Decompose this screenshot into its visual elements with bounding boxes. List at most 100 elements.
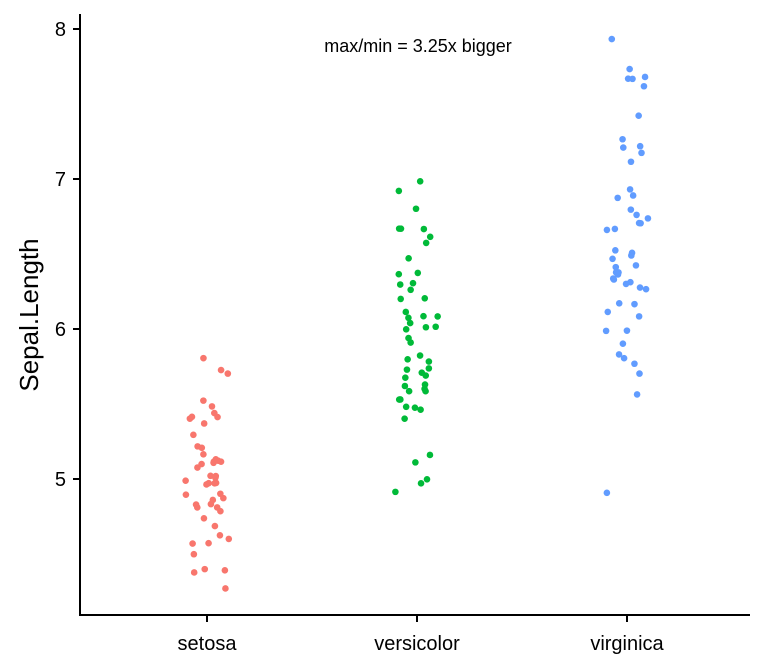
point-setosa: [217, 507, 224, 515]
point-virginica: [615, 351, 623, 358]
point-versicolor: [417, 406, 424, 413]
point-setosa: [207, 500, 215, 508]
point-versicolor: [422, 387, 429, 395]
point-setosa: [201, 565, 209, 573]
point-versicolor: [422, 239, 430, 247]
point-setosa: [211, 480, 218, 487]
point-versicolor: [395, 187, 403, 195]
point-virginica: [627, 158, 635, 166]
point-setosa: [200, 514, 208, 522]
point-setosa: [212, 472, 220, 480]
point-versicolor: [411, 404, 419, 411]
point-versicolor: [425, 365, 433, 372]
point-setosa: [217, 366, 225, 374]
point-versicolor: [403, 366, 411, 373]
point-virginica: [602, 327, 610, 335]
point-virginica: [626, 186, 634, 193]
point-setosa: [217, 458, 225, 465]
point-versicolor: [421, 295, 429, 302]
point-setosa: [211, 522, 219, 530]
point-virginica: [615, 299, 623, 307]
point-virginica: [632, 262, 640, 269]
point-setosa: [203, 481, 210, 488]
point-versicolor: [434, 313, 441, 320]
point-virginica: [633, 391, 641, 398]
point-versicolor: [407, 339, 414, 346]
annotation: max/min = 3.25x bigger: [324, 36, 512, 56]
point-setosa: [190, 569, 198, 576]
point-versicolor: [417, 480, 425, 487]
x-ticks: setosa versicolor virginica: [178, 615, 665, 655]
point-setosa: [222, 585, 229, 592]
point-virginica: [612, 263, 620, 271]
point-versicolor: [405, 387, 413, 395]
point-virginica: [629, 192, 637, 199]
point-virginica: [638, 149, 645, 157]
point-virginica: [623, 327, 631, 334]
point-setosa: [190, 550, 198, 558]
point-setosa: [200, 354, 207, 362]
point-setosa: [194, 443, 201, 450]
point-virginica: [608, 35, 616, 43]
point-versicolor: [397, 295, 405, 303]
point-virginica: [633, 211, 640, 219]
point-virginica: [614, 194, 621, 202]
point-virginica: [609, 255, 616, 263]
point-virginica: [636, 142, 644, 150]
point-versicolor: [416, 178, 424, 185]
point-setosa: [205, 539, 212, 547]
point-versicolor: [422, 323, 430, 331]
point-setosa: [200, 420, 208, 427]
point-versicolor: [405, 314, 412, 322]
point-virginica: [620, 354, 628, 362]
point-virginica: [619, 135, 626, 143]
point-versicolor: [401, 415, 408, 422]
point-virginica: [603, 226, 611, 234]
point-virginica: [631, 360, 638, 368]
point-versicolor: [407, 286, 414, 294]
point-setosa: [211, 409, 218, 417]
y-tick-label: 7: [55, 169, 66, 191]
point-setosa: [182, 477, 189, 484]
point-versicolor: [409, 279, 417, 287]
point-virginica: [635, 112, 642, 120]
y-tick-label: 5: [55, 469, 66, 491]
point-setosa: [190, 431, 197, 439]
point-virginica: [635, 219, 643, 227]
point-versicolor: [392, 488, 399, 496]
point-versicolor: [397, 396, 404, 403]
point-versicolor: [402, 326, 410, 333]
y-tick-label: 8: [55, 19, 66, 41]
point-versicolor: [432, 323, 439, 331]
point-virginica: [619, 144, 627, 151]
point-virginica: [644, 215, 652, 222]
y-ticks: 5 6 7 8: [55, 19, 80, 491]
point-versicolor: [420, 312, 427, 320]
point-versicolor: [402, 374, 409, 381]
point-versicolor: [421, 381, 429, 388]
point-versicolor: [402, 308, 410, 316]
point-setosa: [200, 451, 207, 458]
point-setosa: [210, 459, 217, 467]
point-virginica: [636, 370, 643, 377]
point-versicolor: [414, 269, 422, 277]
point-virginica: [628, 252, 635, 259]
point-setosa: [224, 370, 232, 377]
point-setosa: [217, 490, 224, 498]
point-versicolor: [395, 270, 403, 278]
x-tick-label-virginica: virginica: [590, 633, 664, 655]
point-versicolor: [422, 372, 430, 379]
point-versicolor: [402, 403, 410, 411]
point-versicolor: [395, 225, 403, 232]
y-tick-label: 6: [55, 319, 66, 341]
point-setosa: [192, 501, 200, 508]
point-versicolor: [426, 233, 434, 241]
point-virginica: [631, 300, 638, 308]
point-setosa: [194, 464, 201, 471]
point-virginica: [622, 280, 630, 288]
point-virginica: [629, 75, 636, 83]
point-versicolor: [426, 451, 434, 459]
point-virginica: [641, 73, 649, 81]
